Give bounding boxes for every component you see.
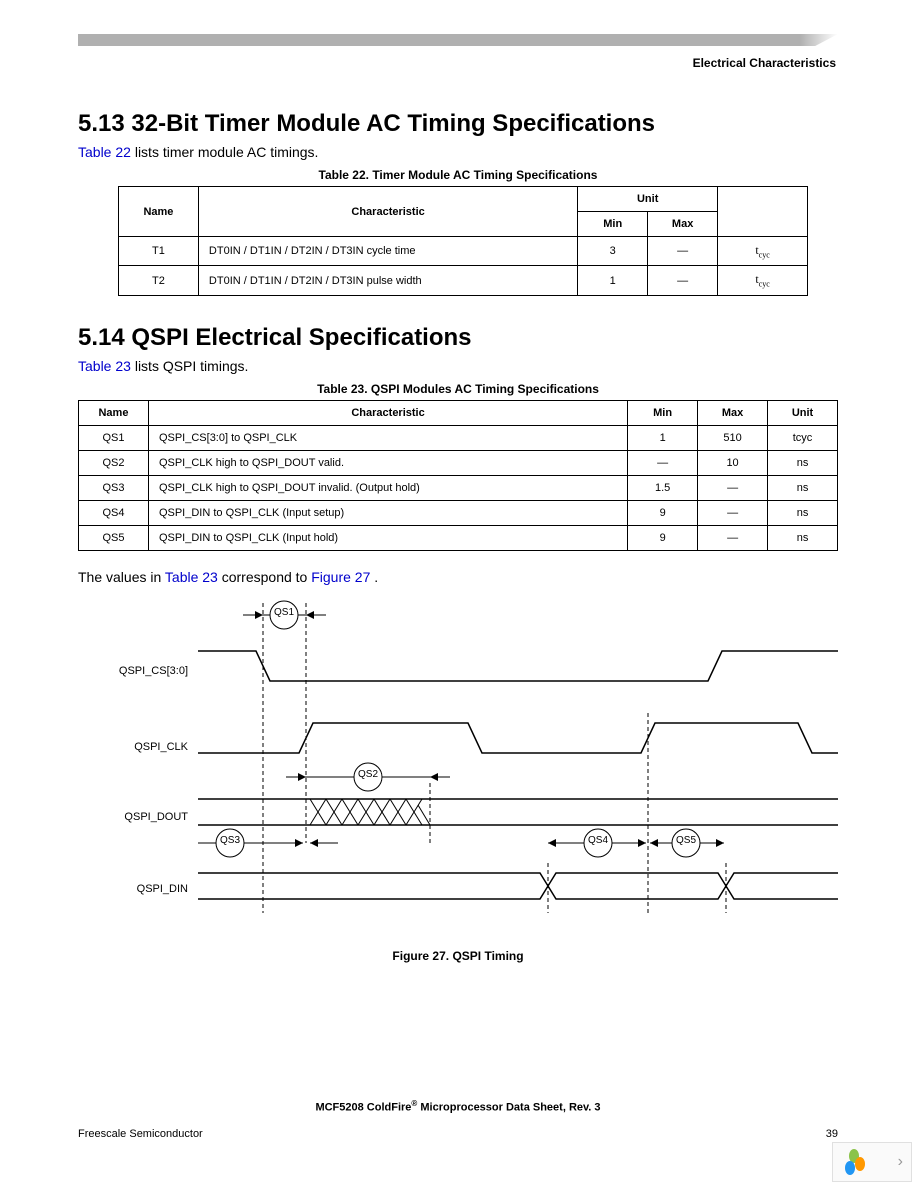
section-5-14-heading: 5.14 QSPI Electrical Specifications — [78, 324, 838, 352]
corr-mid: correspond to — [222, 569, 312, 585]
table-row: Name Characteristic Min Max Unit — [79, 400, 838, 425]
col-max: Max — [648, 212, 718, 237]
table-row: QS1 QSPI_CS[3:0] to QSPI_CLK 1 510 tcyc — [79, 425, 838, 450]
col-min: Min — [628, 400, 698, 425]
page-content: 5.13 32-Bit Timer Module AC Timing Speci… — [78, 100, 838, 963]
cell: QS2 — [79, 450, 149, 475]
registered-icon: ® — [411, 1099, 417, 1108]
figure-27-caption: Figure 27. QSPI Timing — [78, 949, 838, 963]
table-row: T2 DT0IN / DT1IN / DT2IN / DT3IN pulse w… — [119, 266, 808, 295]
cell: QSPI_CLK high to QSPI_DOUT invalid. (Out… — [148, 475, 627, 500]
table-23-link[interactable]: Table 23 — [78, 358, 131, 374]
corr-pre: The values in — [78, 569, 165, 585]
table-23-caption: Table 23. QSPI Modules AC Timing Specifi… — [78, 382, 838, 396]
timing-diagram: QSPI_CS[3:0] QSPI_CLK QSPI_DOUT QSPI_DIN — [78, 593, 838, 963]
page-number: 39 — [826, 1128, 838, 1140]
cell: — — [698, 525, 768, 550]
cell: 10 — [698, 450, 768, 475]
table-22-link[interactable]: Table 22 — [78, 144, 131, 160]
figure-27-link[interactable]: Figure 27 — [311, 569, 370, 585]
cell: — — [698, 500, 768, 525]
col-max: Max — [698, 400, 768, 425]
marker-qs3: QS3 — [220, 835, 240, 846]
table-22: Name Characteristic Unit Min Max T1 DT0I… — [118, 186, 808, 296]
company-name: Freescale Semiconductor — [78, 1128, 203, 1140]
table-row: QS5 QSPI_DIN to QSPI_CLK (Input hold) 9 … — [79, 525, 838, 550]
col-unit-blank — [718, 187, 808, 237]
section-5-14-intro-text: lists QSPI timings. — [131, 358, 248, 374]
cell: ns — [768, 500, 838, 525]
cell: 510 — [698, 425, 768, 450]
cell: T2 — [119, 266, 199, 295]
table-row: QS4 QSPI_DIN to QSPI_CLK (Input setup) 9… — [79, 500, 838, 525]
cell: 1.5 — [628, 475, 698, 500]
chevron-right-icon[interactable]: › — [898, 1153, 903, 1171]
cell: 1 — [628, 425, 698, 450]
cell: tcyc — [768, 425, 838, 450]
doc-footer: MCF5208 ColdFire® Microprocessor Data Sh… — [78, 1099, 838, 1114]
table-row: QS2 QSPI_CLK high to QSPI_DOUT valid. — … — [79, 450, 838, 475]
marker-qs1: QS1 — [274, 607, 294, 618]
cell: — — [628, 450, 698, 475]
cell: ns — [768, 475, 838, 500]
cell: QSPI_DIN to QSPI_CLK (Input setup) — [148, 500, 627, 525]
doc-footer-left: MCF5208 ColdFire — [315, 1102, 411, 1114]
corr-post: . — [374, 569, 378, 585]
cell: QS5 — [79, 525, 149, 550]
timing-svg — [78, 593, 838, 943]
table-row: QS3 QSPI_CLK high to QSPI_DOUT invalid. … — [79, 475, 838, 500]
section-5-13-intro: Table 22 lists timer module AC timings. — [78, 144, 838, 160]
page-footer: Freescale Semiconductor 39 — [78, 1128, 838, 1140]
cell: — — [648, 266, 718, 295]
cell: 9 — [628, 525, 698, 550]
cell: tcyc — [718, 237, 808, 266]
cell: QS1 — [79, 425, 149, 450]
section-5-13-intro-text: lists timer module AC timings. — [131, 144, 319, 160]
marker-qs4: QS4 — [588, 835, 608, 846]
doc-footer-right: Microprocessor Data Sheet, Rev. 3 — [420, 1102, 600, 1114]
table-row: Name Characteristic Unit — [119, 187, 808, 212]
cell: QSPI_CS[3:0] to QSPI_CLK — [148, 425, 627, 450]
cell: 3 — [578, 237, 648, 266]
correspondence-line: The values in Table 23 correspond to Fig… — [78, 569, 838, 585]
section-5-13-heading: 5.13 32-Bit Timer Module AC Timing Speci… — [78, 110, 838, 138]
cell: 9 — [628, 500, 698, 525]
cell: 1 — [578, 266, 648, 295]
cell: tcyc — [718, 266, 808, 295]
col-characteristic: Characteristic — [198, 187, 577, 237]
cell: QS3 — [79, 475, 149, 500]
col-name: Name — [79, 400, 149, 425]
cell: QS4 — [79, 500, 149, 525]
table-row: T1 DT0IN / DT1IN / DT2IN / DT3IN cycle t… — [119, 237, 808, 266]
table-22-caption: Table 22. Timer Module AC Timing Specifi… — [78, 168, 838, 182]
cell: T1 — [119, 237, 199, 266]
table-23-link-2[interactable]: Table 23 — [165, 569, 218, 585]
cell: QSPI_DIN to QSPI_CLK (Input hold) — [148, 525, 627, 550]
viewer-toolbar[interactable]: › — [832, 1142, 912, 1182]
table-23: Name Characteristic Min Max Unit QS1 QSP… — [78, 400, 838, 551]
cell: ns — [768, 525, 838, 550]
cell: — — [698, 475, 768, 500]
header-section-label: Electrical Characteristics — [693, 56, 836, 70]
marker-qs2: QS2 — [358, 769, 378, 780]
col-min: Min — [578, 212, 648, 237]
logo-icon — [841, 1149, 867, 1175]
cell: DT0IN / DT1IN / DT2IN / DT3IN cycle time — [198, 237, 577, 266]
cell: QSPI_CLK high to QSPI_DOUT valid. — [148, 450, 627, 475]
marker-qs5: QS5 — [676, 835, 696, 846]
col-unit-group: Unit — [578, 187, 718, 212]
col-name: Name — [119, 187, 199, 237]
cell: DT0IN / DT1IN / DT2IN / DT3IN pulse widt… — [198, 266, 577, 295]
col-characteristic: Characteristic — [148, 400, 627, 425]
section-5-14-intro: Table 23 lists QSPI timings. — [78, 358, 838, 374]
cell: ns — [768, 450, 838, 475]
col-unit: Unit — [768, 400, 838, 425]
header-rule — [78, 34, 838, 46]
cell: — — [648, 237, 718, 266]
